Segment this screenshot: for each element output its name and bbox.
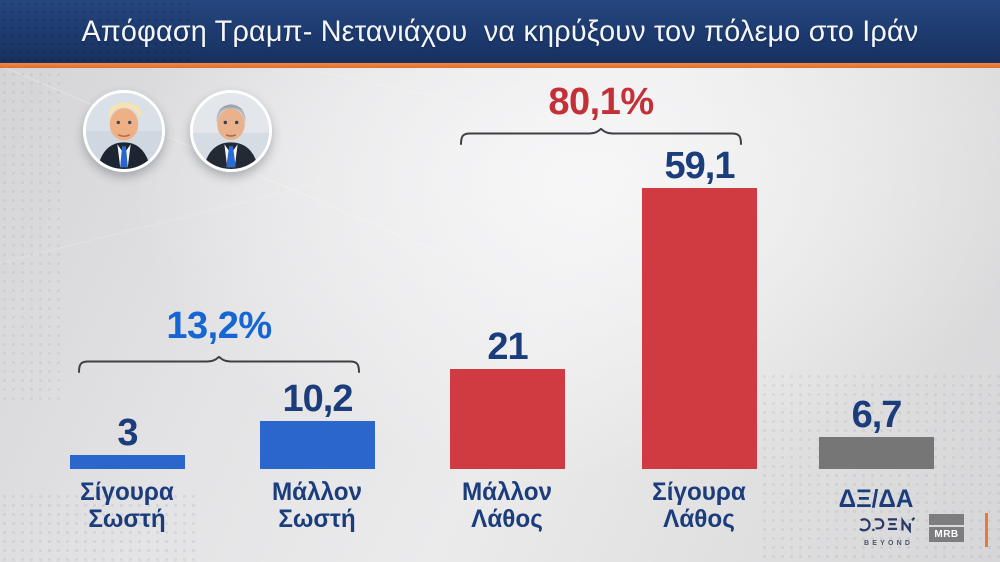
banner-accent-rule	[0, 63, 1000, 68]
bar-mallon-sosti	[260, 421, 375, 469]
category-line: Μάλλον	[461, 478, 553, 506]
bar-group-sigoura-sosti: 3	[70, 120, 185, 469]
category-label-dkda: ΔΞ/ΔΑ	[794, 486, 959, 513]
bar-value: 3	[117, 412, 138, 454]
bar-group-mallon-sosti: 10,2	[260, 120, 375, 469]
bracket-wrong-group	[460, 128, 742, 145]
group-total-right: 13,2%	[166, 305, 272, 347]
group-total-wrong: 80,1%	[548, 81, 654, 123]
category-line: Σωστή	[278, 504, 356, 533]
trump-photo	[83, 90, 165, 172]
open-beyond-label: BEYOND	[864, 540, 914, 547]
open-tv-logo: BEYOND	[856, 516, 918, 547]
banner-dot-texture	[0, 0, 190, 63]
bar-value: 59,1	[664, 145, 736, 187]
bar-value: 10,2	[282, 378, 354, 420]
category-line: Σίγουρα	[80, 478, 174, 506]
bar-value: 6,7	[851, 394, 903, 436]
category-label-mallon-lathos: Μάλλον Λάθος	[425, 479, 590, 532]
netanyahu-portrait-icon	[193, 93, 269, 169]
bar-mallon-lathos	[450, 369, 565, 469]
bar-group-sigoura-lathos: 59,1	[642, 120, 757, 469]
bar-group-mallon-lathos: 21	[450, 120, 565, 469]
mrb-logo-bar	[929, 514, 964, 525]
page-title: Απόφαση Τραμπ- Νετανιάχου να κηρύξουν το…	[81, 14, 919, 48]
bar-dkda	[819, 437, 934, 469]
category-line: ΔΞ/ΔΑ	[838, 485, 914, 513]
bar-sigoura-sosti	[70, 455, 185, 469]
category-label-mallon-sosti: Μάλλον Σωστή	[235, 479, 400, 532]
category-line: Λάθος	[663, 504, 735, 533]
bar-group-dkda: 6,7	[819, 120, 934, 469]
category-line: Σίγουρα	[652, 478, 746, 506]
bar-sigoura-lathos	[642, 188, 757, 469]
category-line: Σωστή	[88, 504, 166, 533]
category-line: Λάθος	[471, 504, 543, 533]
mrb-logo: MRB	[929, 514, 964, 542]
bar-value: 21	[487, 326, 528, 368]
category-line: Μάλλον	[271, 478, 363, 506]
logo-divider-tick	[985, 513, 988, 547]
mrb-logo-label: MRB	[929, 527, 964, 542]
open-logo-icon	[859, 516, 916, 534]
trump-portrait-icon	[86, 93, 162, 169]
netanyahu-photo	[190, 90, 272, 172]
bracket-right-group	[78, 356, 360, 373]
category-label-sigoura-sosti: Σίγουρα Σωστή	[45, 479, 210, 532]
category-label-sigoura-lathos: Σίγουρα Λάθος	[617, 479, 782, 532]
halftone-texture	[0, 70, 60, 400]
header-banner: Απόφαση Τραμπ- Νετανιάχου να κηρύξουν το…	[0, 0, 1000, 63]
